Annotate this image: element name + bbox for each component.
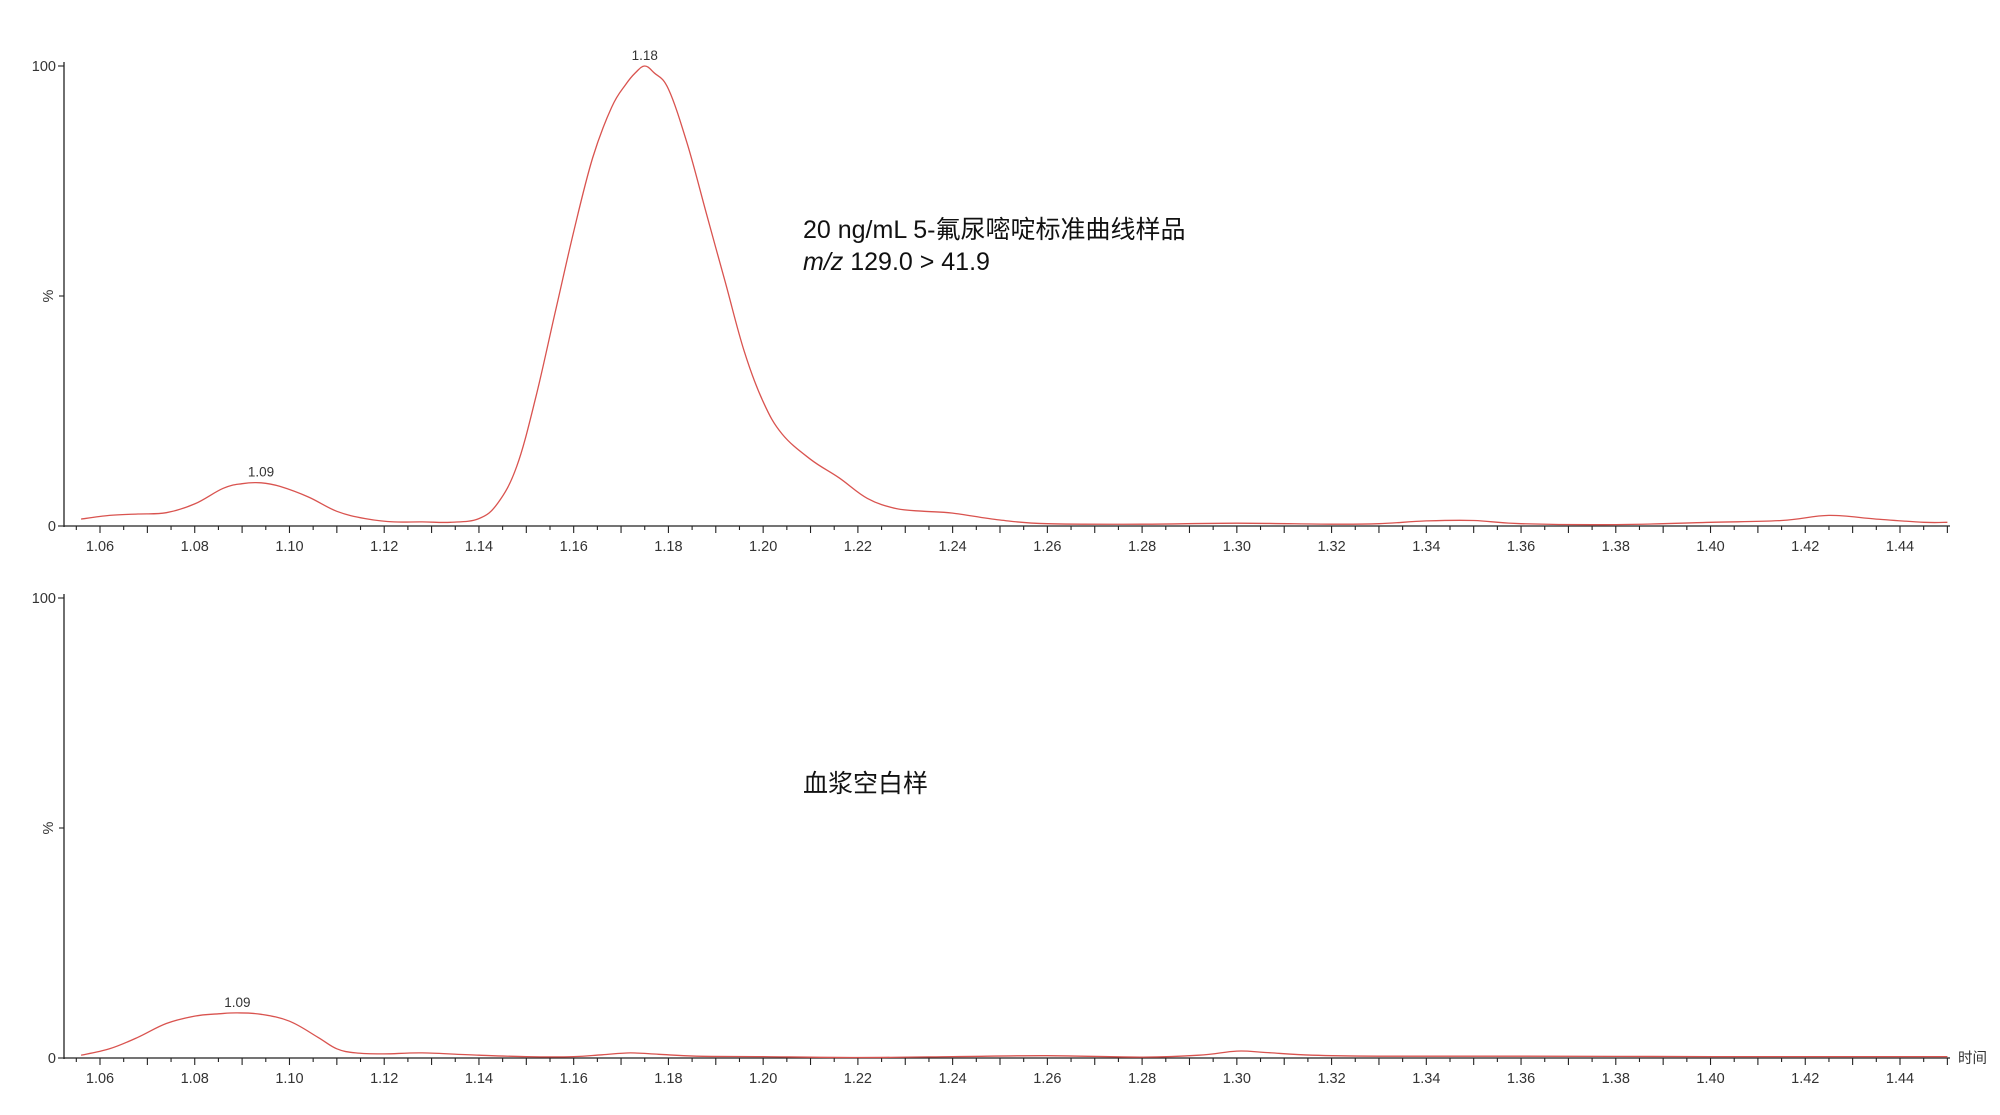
y-axis-label: % xyxy=(41,821,57,834)
x-tick-label: 1.40 xyxy=(1696,1071,1724,1087)
y-tick-label: 0 xyxy=(48,519,56,535)
mz-symbol: m/z xyxy=(803,248,844,276)
x-tick-label: 1.06 xyxy=(86,1071,114,1087)
mz-transition: m/z 129.0 > 41.9 xyxy=(803,246,1185,278)
x-tick-label: 1.20 xyxy=(749,1071,777,1087)
chromatogram-trace xyxy=(81,65,1948,526)
x-tick-label: 1.32 xyxy=(1317,1071,1345,1087)
mz-value: 129.0 > 41.9 xyxy=(843,248,990,276)
x-tick-label: 1.38 xyxy=(1602,539,1630,555)
peak-label: 1.18 xyxy=(632,48,658,63)
x-tick-label: 1.16 xyxy=(560,539,588,555)
x-tick-label: 1.16 xyxy=(560,1071,588,1087)
x-tick-label: 1.36 xyxy=(1507,1071,1535,1087)
x-tick-label: 1.14 xyxy=(465,1071,493,1087)
x-tick-label: 1.42 xyxy=(1791,539,1819,555)
x-tick-label: 1.20 xyxy=(749,539,777,555)
x-tick-label: 1.36 xyxy=(1507,539,1535,555)
chromatogram-trace xyxy=(80,1012,1948,1059)
standard-annotation-line1: 20 ng/mL 5-氟尿嘧啶标准曲线样品 xyxy=(803,216,1186,244)
y-axis-label: % xyxy=(41,289,57,302)
x-tick-label: 1.24 xyxy=(939,539,967,555)
x-axis-label: 时间 xyxy=(1958,1050,1987,1067)
y-tick-label: 100 xyxy=(32,591,56,607)
x-tick-label: 1.08 xyxy=(181,1071,209,1087)
x-tick-label: 1.12 xyxy=(370,1071,398,1087)
x-tick-label: 1.26 xyxy=(1033,539,1061,555)
x-tick-label: 1.30 xyxy=(1223,1071,1251,1087)
x-tick-label: 1.18 xyxy=(654,539,682,555)
y-tick-label: 100 xyxy=(32,59,56,75)
x-tick-label: 1.34 xyxy=(1412,539,1440,555)
blank-annotation-line1: 血浆空白样 xyxy=(803,770,929,798)
x-tick-label: 1.34 xyxy=(1412,1071,1440,1087)
standard-annotation: 20 ng/mL 5-氟尿嘧啶标准曲线样品 m/z 129.0 > 41.9 xyxy=(803,214,1185,278)
x-tick-label: 1.10 xyxy=(275,539,303,555)
x-tick-label: 1.06 xyxy=(86,539,114,555)
y-tick-label: 0 xyxy=(48,1051,56,1067)
x-tick-label: 1.10 xyxy=(275,1071,303,1087)
x-tick-label: 1.14 xyxy=(465,539,493,555)
x-tick-label: 1.12 xyxy=(370,539,398,555)
x-tick-label: 1.44 xyxy=(1886,1071,1914,1087)
blank-annotation: 血浆空白样 xyxy=(803,768,928,800)
x-tick-label: 1.28 xyxy=(1128,539,1156,555)
x-tick-label: 1.44 xyxy=(1886,539,1914,555)
plasma-blank-panel: 0 100% 1.06 1.08 1.10 1.12 1.14 1.16 1.18 1.20 1.2… xyxy=(32,591,1987,1087)
x-tick-label: 1.40 xyxy=(1696,539,1724,555)
x-tick-label: 1.42 xyxy=(1791,1071,1819,1087)
peak-label: 1.09 xyxy=(224,995,250,1010)
x-tick-label: 1.30 xyxy=(1223,539,1251,555)
standard-sample-panel: 0 100% 1.06 1.08 1.10 1.12 1.14 1.16 1.18 1.20 1.2… xyxy=(32,48,1950,555)
x-tick-label: 1.26 xyxy=(1033,1071,1061,1087)
x-tick-label: 1.38 xyxy=(1602,1071,1630,1087)
peak-label: 1.09 xyxy=(248,464,274,479)
x-tick-label: 1.32 xyxy=(1317,539,1345,555)
x-tick-label: 1.22 xyxy=(844,1071,872,1087)
x-tick-label: 1.08 xyxy=(181,539,209,555)
x-tick-label: 1.28 xyxy=(1128,1071,1156,1087)
x-tick-label: 1.24 xyxy=(939,1071,967,1087)
x-tick-label: 1.18 xyxy=(654,1071,682,1087)
x-tick-label: 1.22 xyxy=(844,539,872,555)
